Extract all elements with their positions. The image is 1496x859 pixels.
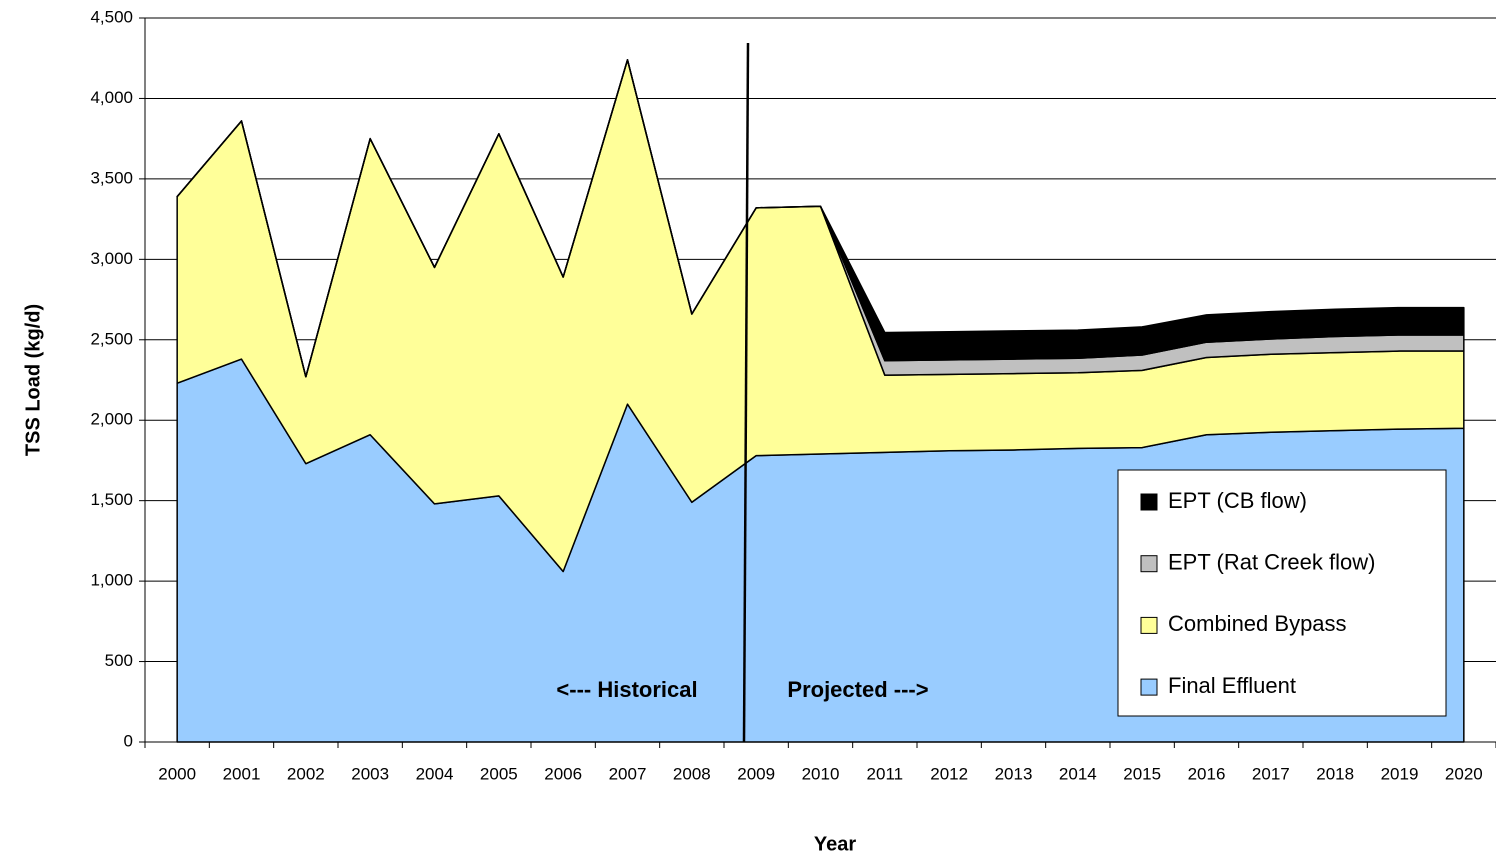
- y-tick-label: 4,500: [90, 7, 133, 26]
- legend-label: EPT (CB flow): [1168, 488, 1307, 513]
- x-tick-label: 2008: [673, 764, 711, 783]
- legend-swatch: [1140, 678, 1158, 696]
- x-tick-label: 2000: [158, 764, 196, 783]
- y-tick-label: 3,500: [90, 168, 133, 187]
- x-tick-label: 2013: [995, 764, 1033, 783]
- divider: [742, 42, 750, 743]
- x-tick-label: 2012: [930, 764, 968, 783]
- x-tick-label: 2005: [480, 764, 518, 783]
- x-tick-label: 2006: [544, 764, 582, 783]
- x-tick-label: 2010: [802, 764, 840, 783]
- legend-label: EPT (Rat Creek flow): [1168, 550, 1375, 575]
- x-tick-label: 2011: [867, 764, 904, 783]
- legend-label: Final Effluent: [1168, 673, 1296, 698]
- legend-box: [1117, 469, 1447, 717]
- y-tick-label: 1,500: [90, 490, 133, 509]
- x-tick-label: 2015: [1123, 764, 1161, 783]
- x-tick-label: 2016: [1188, 764, 1226, 783]
- x-tick-label: 2009: [737, 764, 775, 783]
- legend-label: Combined Bypass: [1168, 611, 1347, 636]
- x-tick-label: 2019: [1381, 764, 1419, 783]
- x-axis-label: Year: [814, 833, 856, 855]
- legend-swatch: [1140, 616, 1158, 634]
- y-tick-label: 2,500: [90, 329, 133, 348]
- x-tick-label: 2018: [1316, 764, 1354, 783]
- y-tick-label: 0: [124, 731, 133, 750]
- y-tick-label: 3,000: [90, 249, 133, 268]
- x-tick-label: 2004: [416, 764, 454, 783]
- x-tick-label: 2014: [1059, 764, 1097, 783]
- y-tick-label: 4,000: [90, 88, 133, 107]
- x-tick-label: 2002: [287, 764, 325, 783]
- legend-swatch: [1140, 493, 1158, 511]
- annotation: <--- Historical: [556, 677, 697, 702]
- y-tick-label: 500: [105, 651, 133, 670]
- annotation: Projected --->: [787, 677, 928, 702]
- legend-swatch: [1140, 555, 1158, 573]
- y-axis-label: TSS Load (kg/d): [22, 304, 44, 456]
- x-tick-label: 2007: [609, 764, 647, 783]
- area: [176, 59, 1465, 378]
- y-tick-label: 2,000: [90, 410, 133, 429]
- y-tick-label: 1,000: [90, 571, 133, 590]
- x-tick-label: 2003: [351, 764, 389, 783]
- x-tick-label: 2017: [1252, 764, 1290, 783]
- x-tick-label: 2020: [1445, 764, 1483, 783]
- x-tick-label: 2001: [223, 764, 261, 783]
